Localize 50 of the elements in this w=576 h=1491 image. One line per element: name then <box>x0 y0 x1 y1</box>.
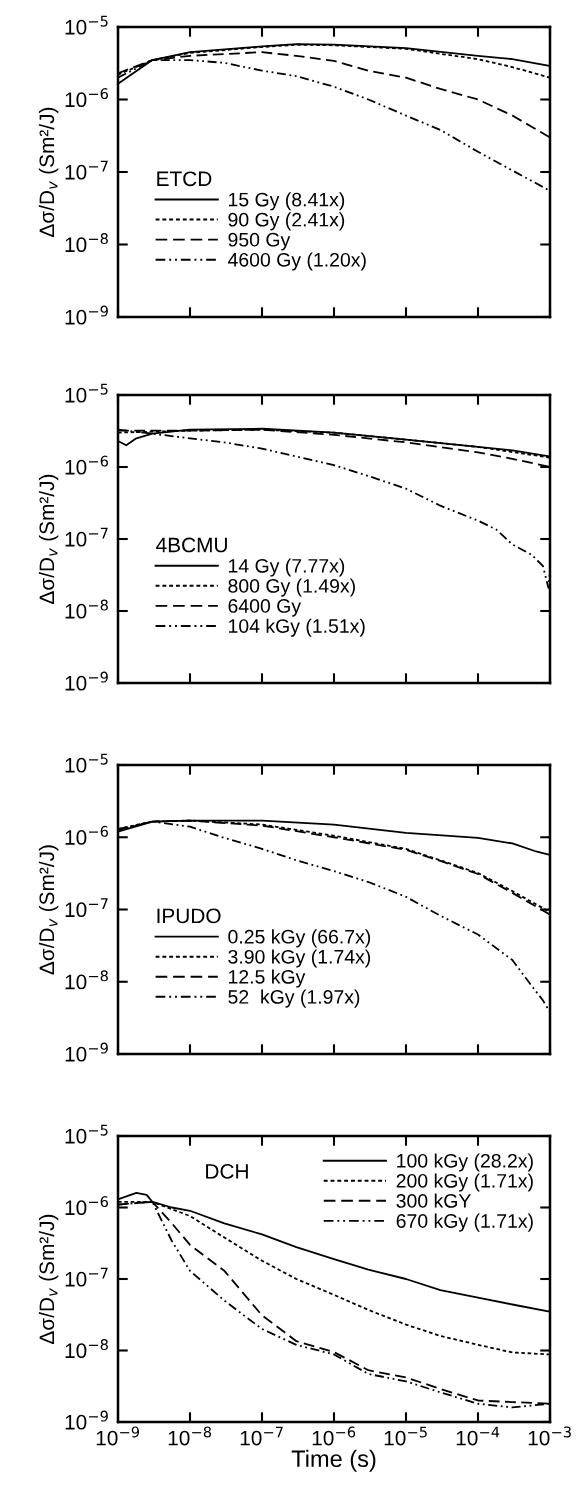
y-tick-label: 10$^{−7}$ <box>65 160 108 180</box>
legend-label: 104 kGy (1.51x) <box>229 618 365 637</box>
legend-label: 12.5 kGy <box>229 969 306 988</box>
y-tick-label: 10$^{−6}$ <box>65 1196 108 1216</box>
y-tick-label: 10$^{−7}$ <box>65 898 108 918</box>
y-tick-label: 10$^{−9}$ <box>65 671 108 691</box>
y-tick-label: 10$^{−7}$ <box>65 527 108 547</box>
legend-title: IPUDO <box>157 908 221 924</box>
x-tick-label: 10$^{−7}$ <box>240 1426 283 1446</box>
x-tick-label: 10$^{−6}$ <box>312 1426 356 1446</box>
y-tick-label: 10$^{−9}$ <box>65 305 108 325</box>
y-tick-label: 10$^{−8}$ <box>65 970 108 990</box>
x-axis-title: Time (s) <box>291 1449 376 1472</box>
x-tick-label: 10$^{−8}$ <box>168 1426 212 1446</box>
legend-label: 300 kGY <box>396 1193 471 1208</box>
legend-label: 52 kGy (1.97x) <box>228 989 360 1008</box>
y-tick-label: 10$^{−8}$ <box>65 233 108 253</box>
y-tick-label: 10$^{−5}$ <box>65 753 108 773</box>
y-axis-title: Δσ/D$_{v}$ (Sm²/J) <box>38 845 59 975</box>
y-tick-label: 10$^{−6}$ <box>65 455 108 475</box>
legend-title: 4BCMU <box>156 537 227 553</box>
legend-label: 670 kGy (1.71x) <box>396 1213 533 1232</box>
y-tick-label: 10$^{−6}$ <box>65 88 108 108</box>
legend-label: 200 kGy (1.71x) <box>396 1173 533 1192</box>
legend-label: 15 Gy (8.41x) <box>229 192 345 211</box>
legend-label: 90 Gy (2.41x) <box>228 212 345 231</box>
x-tick-label: 10$^{−5}$ <box>384 1426 427 1446</box>
y-tick-label: 10$^{−6}$ <box>65 825 108 845</box>
legend-label: 6400 Gy <box>228 599 301 617</box>
y-tick-label: 10$^{−5}$ <box>65 383 108 403</box>
legend-label: 0.25 kGy (66.7x) <box>228 929 371 948</box>
legend-label: 3.90 kGy (1.74x) <box>228 949 371 968</box>
legend-title: ETCD <box>157 171 212 187</box>
y-tick-label: 10$^{−5}$ <box>65 1124 108 1144</box>
y-tick-label: 10$^{−8}$ <box>65 599 108 619</box>
y-axis-title: Δσ/D$_{v}$ (Sm²/J) <box>38 1214 59 1344</box>
legend-label: 950 Gy <box>228 232 291 251</box>
y-tick-label: 10$^{−5}$ <box>65 15 108 35</box>
y-tick-label: 10$^{−8}$ <box>65 1339 108 1359</box>
y-tick-label: 10$^{−9}$ <box>65 1042 108 1062</box>
y-axis-title: Δσ/D$_{v}$ (Sm²/J) <box>38 107 59 237</box>
y-axis-title: Δσ/D$_{v}$ (Sm²/J) <box>38 474 59 604</box>
legend-label: 4600 Gy (1.20x) <box>227 252 366 271</box>
legend-label: 100 kGy (28.2x) <box>397 1153 533 1172</box>
y-tick-label: 10$^{−7}$ <box>65 1267 108 1287</box>
x-tick-label: 10$^{−4}$ <box>456 1426 500 1446</box>
annotation: DCH <box>206 1164 248 1179</box>
legend-label: 800 Gy (1.49x) <box>228 578 355 597</box>
legend-label: 14 Gy (7.77x) <box>229 558 345 577</box>
x-tick-label: 10$^{−3}$ <box>528 1426 571 1446</box>
